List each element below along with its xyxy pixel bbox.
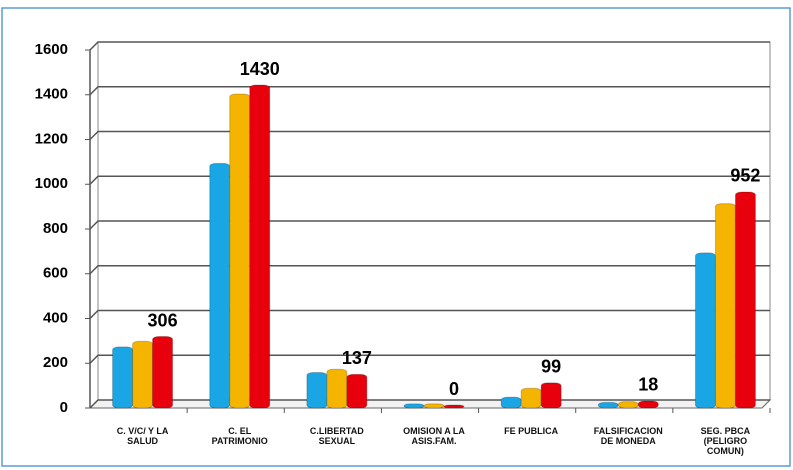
bar [423, 403, 445, 409]
y-tick-label: 1000 [35, 175, 68, 192]
bar [346, 373, 368, 409]
y-tick-label: 400 [43, 309, 68, 326]
data-label: 306 [148, 310, 178, 330]
data-label: 0 [449, 379, 459, 399]
bar [209, 162, 231, 409]
bar [326, 368, 348, 409]
data-label: 1430 [240, 59, 280, 79]
bar [306, 372, 328, 409]
bar [637, 400, 659, 409]
y-tick-label: 0 [60, 399, 68, 416]
data-label: 137 [342, 348, 372, 368]
bar [132, 340, 154, 409]
y-tick-label: 1400 [35, 86, 68, 103]
x-tick-label: OMISION A LA ASIS.FAM. [403, 426, 465, 446]
data-label: 99 [541, 357, 561, 377]
grid-line [89, 309, 770, 320]
bar [249, 84, 271, 409]
grid-line [89, 86, 770, 96]
bar [617, 401, 639, 409]
frame [1, 7, 791, 467]
x-tick-label: FE PUBLICA [504, 426, 559, 436]
bar [229, 93, 251, 409]
bar [734, 191, 756, 409]
x-tick-label: FALSIFICACION DE MONEDA [593, 426, 663, 446]
y-tick-label: 1200 [35, 130, 68, 147]
y-tick-label: 1600 [35, 41, 68, 58]
y-tick-label: 600 [43, 265, 68, 282]
bar [694, 252, 716, 409]
data-label: 18 [638, 375, 658, 395]
bar [540, 382, 562, 409]
bar [152, 336, 174, 409]
x-tick-label: C. EL PATRIMONIO [211, 426, 268, 446]
x-tick-label: C. V/C/ Y LA SALUD [116, 426, 169, 446]
grid-line [89, 175, 770, 185]
x-tick-label: SEG. PBCA (PELIGRO COMUN) [700, 426, 751, 456]
bar [500, 396, 522, 409]
grid-line [89, 220, 770, 230]
bar [112, 346, 134, 409]
y-tick-label: 800 [43, 220, 68, 237]
x-tick-label: C.LIBERTAD SEXUAL [309, 426, 364, 446]
bar [597, 401, 619, 409]
bar [403, 403, 425, 409]
bar [520, 387, 542, 409]
y-tick-label: 200 [43, 354, 68, 371]
grid-line [89, 265, 770, 275]
grid-line [89, 354, 770, 364]
grid-line [89, 130, 770, 141]
bar [714, 203, 736, 409]
grid-line [89, 41, 770, 51]
bar [443, 404, 465, 409]
data-label: 952 [730, 166, 760, 186]
